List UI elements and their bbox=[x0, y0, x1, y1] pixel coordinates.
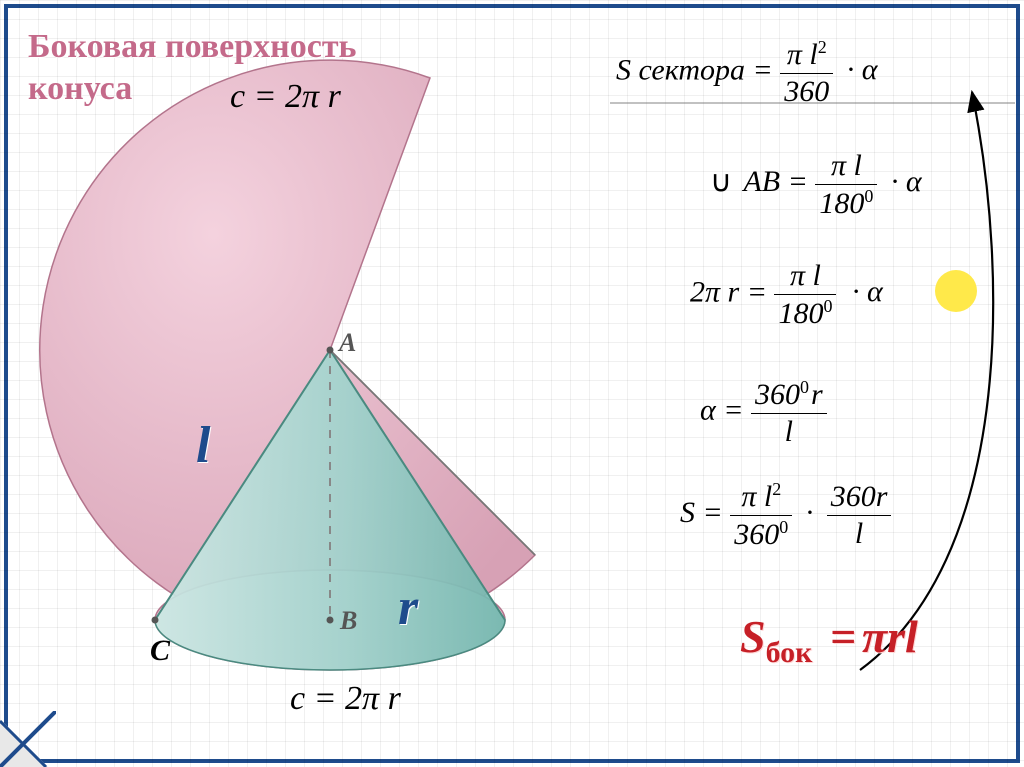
formula-sector-den: 360 bbox=[780, 76, 833, 108]
page-title-line2: конуса bbox=[28, 70, 132, 108]
label-c-top: c = 2π r bbox=[230, 78, 341, 116]
formula-alpha-num: 360 bbox=[755, 378, 800, 411]
formula-S-den1: 360 bbox=[734, 518, 779, 551]
formula-twopir: 2π r = π l 1800 · α bbox=[690, 260, 883, 329]
formula-S-den2: l bbox=[851, 518, 867, 550]
formula-ab-pre: ∪ bbox=[710, 165, 732, 198]
formula-result: Sбок =πrl bbox=[740, 610, 918, 670]
formula-S-lhs: S = bbox=[680, 496, 723, 529]
formula-ab-lhs: AB = bbox=[743, 165, 807, 198]
formula-ab: ∪ AB = π l 1800 · α bbox=[710, 150, 922, 219]
formula-ab-densup: 0 bbox=[864, 186, 873, 206]
formula-ab-tail: · α bbox=[891, 165, 922, 198]
formula-sector-num: π l bbox=[787, 38, 818, 71]
formula-S: S = π l2 3600 · 360r l bbox=[680, 480, 891, 550]
label-r: r bbox=[398, 578, 418, 637]
formula-twopir-tail: · α bbox=[852, 275, 883, 308]
formula-sector-tail: · α bbox=[847, 53, 878, 86]
formula-sector-lhs: S сектора = bbox=[616, 53, 773, 86]
formula-result-rhs: πrl bbox=[862, 611, 918, 662]
formula-alpha-lhs: α = bbox=[700, 393, 744, 426]
formula-S-num1: π l bbox=[741, 480, 772, 513]
formula-alpha-numtail: r bbox=[811, 378, 823, 411]
formula-ab-den: 180 bbox=[819, 187, 864, 220]
label-l: l bbox=[196, 416, 210, 475]
formula-alpha: α = 3600r l bbox=[700, 378, 827, 447]
formula-S-num2: 360r bbox=[827, 481, 892, 513]
formula-alpha-numsup: 0 bbox=[800, 377, 809, 397]
formula-twopir-densup: 0 bbox=[823, 296, 832, 316]
formula-twopir-lhs: 2π r = bbox=[690, 275, 767, 308]
formula-sector: S сектора = π l2 360 · α bbox=[616, 38, 878, 107]
formula-sector-numsup: 2 bbox=[818, 37, 827, 57]
page-title-line1: Боковая поверхность bbox=[28, 28, 357, 66]
formula-ab-num: π l bbox=[827, 150, 866, 182]
alpha-highlight-icon bbox=[935, 270, 977, 312]
formula-result-eq: = bbox=[830, 611, 856, 662]
formula-twopir-num: π l bbox=[786, 260, 825, 292]
formula-twopir-den: 180 bbox=[778, 297, 823, 330]
label-C: C bbox=[150, 634, 170, 668]
formula-alpha-den: l bbox=[781, 416, 797, 448]
formula-result-sub: бок bbox=[766, 636, 813, 669]
label-c-bottom: c = 2π r bbox=[290, 680, 401, 718]
formula-S-num1sup: 2 bbox=[772, 479, 781, 499]
page-corner-fold-icon bbox=[0, 719, 48, 767]
formula-S-mid: · bbox=[806, 496, 814, 529]
formula-S-den1sup: 0 bbox=[779, 517, 788, 537]
formula-result-lhs: S bbox=[740, 611, 766, 662]
label-B: B bbox=[340, 606, 357, 636]
label-A: A bbox=[339, 328, 356, 358]
